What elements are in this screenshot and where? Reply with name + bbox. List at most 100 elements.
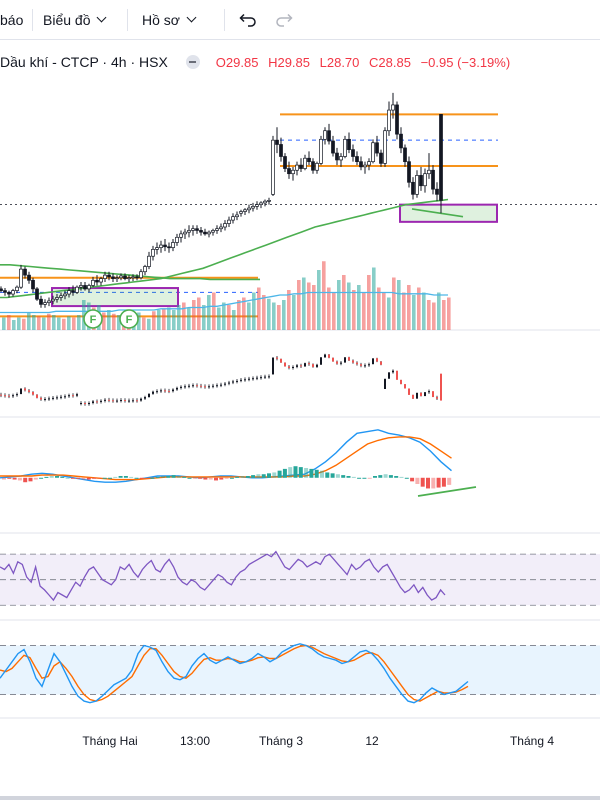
macd-histogram-bar bbox=[145, 477, 150, 479]
macd-histogram-bar bbox=[314, 469, 319, 478]
candle-body bbox=[187, 230, 191, 233]
candle-body bbox=[171, 242, 175, 248]
candle-body bbox=[363, 164, 367, 168]
macd-histogram-bar bbox=[304, 468, 309, 478]
candle-body bbox=[267, 200, 271, 202]
volume-bar bbox=[267, 298, 271, 330]
candle-body bbox=[427, 169, 431, 175]
volume-bar bbox=[37, 316, 41, 330]
macd-histogram-bar bbox=[261, 474, 266, 478]
candle-body bbox=[371, 142, 375, 163]
volume-bar bbox=[152, 311, 156, 330]
volume-bar bbox=[247, 302, 251, 330]
candle-body bbox=[151, 249, 155, 257]
signal-line bbox=[0, 436, 452, 481]
mini-candle-body bbox=[168, 390, 170, 392]
mini-candle-body bbox=[92, 401, 94, 403]
redo-icon bbox=[276, 13, 293, 27]
macd-histogram-bar bbox=[426, 477, 430, 489]
undo-button[interactable] bbox=[239, 0, 275, 40]
candle-body bbox=[279, 144, 283, 157]
macd-histogram-bar bbox=[123, 476, 128, 478]
candle-body bbox=[143, 266, 147, 273]
high-value: H29.85 bbox=[268, 54, 310, 70]
symbol-title[interactable]: Dầu khí - CTCP · 4h · HSX bbox=[0, 54, 168, 70]
macd-histogram-bar bbox=[373, 476, 377, 478]
macd-histogram-bar bbox=[139, 477, 144, 479]
macd-histogram-bar bbox=[441, 477, 446, 487]
macd-histogram-bar bbox=[309, 468, 314, 478]
candle-body bbox=[83, 285, 87, 290]
volume-bar bbox=[27, 312, 31, 330]
candle-body bbox=[431, 169, 435, 190]
macd-histogram-bar bbox=[12, 477, 17, 480]
macd-histogram-bar bbox=[240, 476, 245, 478]
candle-body bbox=[55, 297, 59, 300]
bottom-scrollbar[interactable] bbox=[0, 796, 600, 800]
mini-candle-body bbox=[320, 357, 322, 365]
candle-body bbox=[111, 276, 115, 279]
mini-candle-body bbox=[52, 397, 54, 399]
mini-candle-body bbox=[380, 361, 382, 365]
mini-candle-body bbox=[140, 398, 142, 401]
macd-histogram-bar bbox=[399, 476, 404, 478]
partial-menu-label[interactable]: báo bbox=[0, 11, 24, 28]
volume-bar bbox=[427, 300, 431, 330]
candle-body bbox=[123, 275, 127, 279]
candle-body bbox=[255, 204, 259, 207]
volume-bar bbox=[257, 287, 261, 330]
mini-candle-body bbox=[56, 397, 58, 399]
candle-body bbox=[15, 286, 19, 291]
mini-candle-body bbox=[208, 386, 210, 388]
mini-candle-body bbox=[260, 377, 262, 379]
redo-button[interactable] bbox=[275, 0, 311, 40]
candle-body bbox=[39, 298, 43, 305]
volume-bar bbox=[12, 320, 16, 330]
macd-histogram-bar bbox=[70, 477, 75, 479]
volume-bar bbox=[42, 317, 46, 330]
mini-candle-body bbox=[432, 391, 434, 398]
mini-candle-body bbox=[336, 361, 338, 364]
mini-candle-body bbox=[392, 370, 394, 373]
volume-bar bbox=[7, 315, 11, 330]
profile-menu-button[interactable]: Hồ sơ bbox=[142, 0, 222, 40]
macd-histogram-bar bbox=[272, 472, 277, 478]
mini-candle-body bbox=[188, 385, 190, 387]
candle-body bbox=[411, 181, 415, 195]
candle-body bbox=[435, 188, 439, 195]
candle-body bbox=[243, 209, 247, 212]
macd-histogram-bar bbox=[362, 477, 367, 479]
chart-menu-button[interactable]: Biểu đồ bbox=[43, 0, 125, 40]
mini-candle-body bbox=[412, 394, 414, 399]
top-toolbar: báo Biểu đồ Hồ sơ bbox=[0, 0, 600, 40]
candle-body bbox=[275, 139, 279, 145]
candle-body bbox=[335, 152, 339, 161]
mini-candle-body bbox=[264, 376, 266, 378]
mini-candle-body bbox=[32, 391, 34, 395]
mini-candle-body bbox=[424, 392, 426, 396]
volume-bar bbox=[262, 295, 266, 330]
candle-body bbox=[399, 133, 403, 149]
macd-histogram-bar bbox=[447, 477, 452, 485]
eye-slash-icon[interactable] bbox=[185, 55, 200, 69]
mini-candle-body bbox=[228, 382, 230, 384]
candle-body bbox=[11, 290, 15, 295]
macd-histogram-bar bbox=[81, 477, 86, 480]
mini-candle-body bbox=[376, 358, 378, 362]
volume-bar bbox=[2, 317, 6, 330]
candle-body bbox=[299, 164, 303, 169]
volume-bar bbox=[412, 295, 416, 330]
volume-bar bbox=[177, 305, 181, 330]
mini-candle-body bbox=[72, 395, 74, 397]
mini-candle-body bbox=[244, 379, 246, 381]
macd-histogram-bar bbox=[388, 475, 393, 478]
mini-candle-body bbox=[48, 398, 50, 400]
volume-bar bbox=[392, 277, 396, 330]
volume-bar bbox=[242, 297, 246, 330]
macd-line bbox=[0, 429, 452, 483]
macd-histogram-bar bbox=[7, 477, 12, 479]
close-value: C28.85 bbox=[369, 54, 411, 70]
mini-candle-body bbox=[428, 391, 430, 393]
volume-bar bbox=[77, 315, 81, 330]
